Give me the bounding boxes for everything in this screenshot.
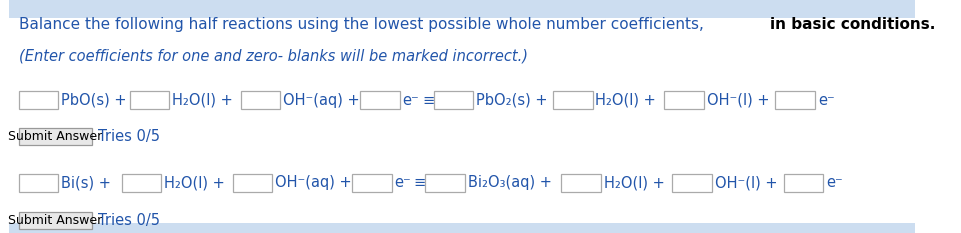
FancyBboxPatch shape (18, 91, 59, 109)
FancyBboxPatch shape (10, 223, 915, 233)
Text: Submit Answer: Submit Answer (9, 214, 103, 227)
Text: Bi₂O₃(aq) +: Bi₂O₃(aq) + (468, 175, 552, 190)
Text: PbO(s) +: PbO(s) + (61, 93, 127, 108)
Text: e⁻: e⁻ (395, 175, 411, 190)
Text: ≡: ≡ (422, 93, 434, 108)
Text: OH⁻(aq) +: OH⁻(aq) + (275, 175, 352, 190)
FancyBboxPatch shape (352, 174, 392, 192)
Text: OH⁻(l) +: OH⁻(l) + (706, 93, 769, 108)
Text: Submit Answer: Submit Answer (9, 130, 103, 143)
FancyBboxPatch shape (18, 174, 59, 192)
Text: Tries 0/5: Tries 0/5 (98, 129, 160, 144)
Text: e⁻: e⁻ (818, 93, 834, 108)
FancyBboxPatch shape (241, 91, 281, 109)
Text: (Enter coefficients for one and zero- blanks will be marked incorrect.): (Enter coefficients for one and zero- bl… (18, 48, 528, 63)
Text: Tries 0/5: Tries 0/5 (98, 213, 160, 228)
Text: Balance the following half reactions using the lowest possible whole number coef: Balance the following half reactions usi… (18, 17, 708, 32)
Text: ≡: ≡ (414, 175, 426, 190)
FancyBboxPatch shape (776, 91, 815, 109)
FancyBboxPatch shape (664, 91, 703, 109)
FancyBboxPatch shape (433, 91, 473, 109)
Text: e⁻: e⁻ (826, 175, 843, 190)
FancyBboxPatch shape (783, 174, 824, 192)
Text: OH⁻(l) +: OH⁻(l) + (715, 175, 777, 190)
Text: H₂O(l) +: H₂O(l) + (172, 93, 233, 108)
Text: H₂O(l) +: H₂O(l) + (164, 175, 225, 190)
Text: e⁻: e⁻ (403, 93, 420, 108)
FancyBboxPatch shape (426, 174, 465, 192)
FancyBboxPatch shape (553, 91, 593, 109)
FancyBboxPatch shape (130, 91, 169, 109)
Text: Bi(s) +: Bi(s) + (61, 175, 111, 190)
FancyBboxPatch shape (18, 128, 92, 145)
FancyBboxPatch shape (561, 174, 601, 192)
Text: H₂O(l) +: H₂O(l) + (604, 175, 664, 190)
FancyBboxPatch shape (18, 212, 92, 229)
Text: PbO₂(s) +: PbO₂(s) + (476, 93, 548, 108)
Text: H₂O(l) +: H₂O(l) + (596, 93, 656, 108)
FancyBboxPatch shape (360, 91, 400, 109)
Text: OH⁻(aq) +: OH⁻(aq) + (283, 93, 360, 108)
FancyBboxPatch shape (10, 0, 915, 18)
FancyBboxPatch shape (233, 174, 272, 192)
FancyBboxPatch shape (673, 174, 712, 192)
FancyBboxPatch shape (121, 174, 161, 192)
Text: in basic conditions.: in basic conditions. (770, 17, 935, 32)
